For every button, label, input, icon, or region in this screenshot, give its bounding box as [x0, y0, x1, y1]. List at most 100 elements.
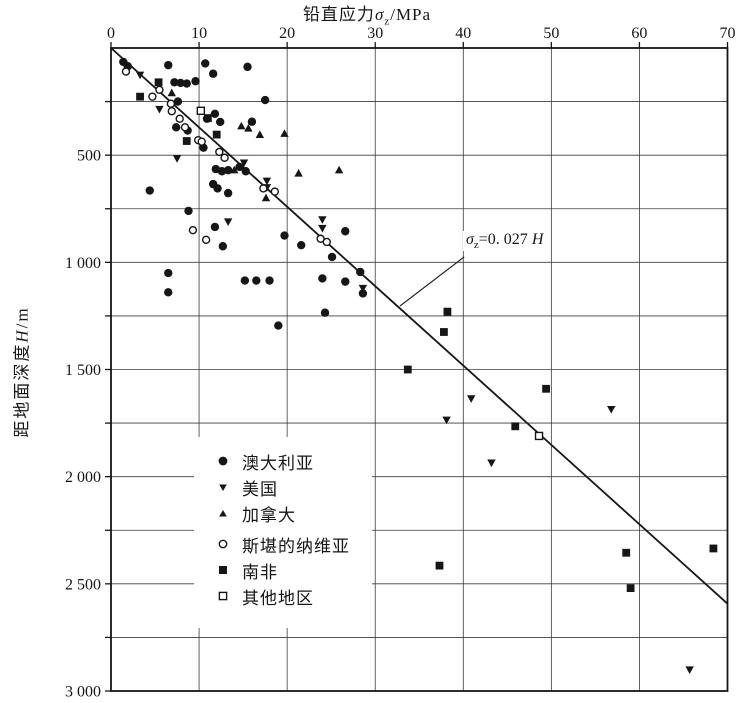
data-point-other-regions: [196, 106, 206, 115]
y-tick-label: 2 500: [65, 576, 101, 593]
data-point-australia: [341, 227, 350, 236]
data-point-south-africa: [435, 561, 444, 570]
data-point-australia: [145, 186, 154, 195]
data-point-canada: [167, 88, 176, 97]
data-point-south-africa: [626, 584, 635, 593]
equation-value: =0. 027: [478, 231, 532, 248]
data-point-scandinavia: [322, 237, 331, 247]
data-point-australia: [241, 167, 250, 176]
legend-item-canada: 加拿大: [216, 500, 372, 526]
data-point-australia: [164, 288, 173, 297]
data-point-usa: [135, 71, 145, 80]
trend-line: [110, 47, 729, 605]
filled-up-triangle-icon: [219, 510, 227, 517]
data-point-australia: [201, 59, 210, 68]
data-point-australia: [218, 242, 228, 251]
y-axis-title-unit: /m: [12, 306, 32, 329]
legend-label: 加拿大: [242, 505, 296, 525]
data-point-australia: [184, 206, 193, 216]
data-point-australia: [274, 321, 283, 330]
data-point-south-africa: [403, 365, 412, 374]
data-point-scandinavia: [188, 225, 198, 235]
data-point-scandinavia: [148, 92, 157, 101]
data-point-south-africa: [443, 307, 452, 316]
data-point-australia: [320, 308, 330, 317]
data-point-australia: [318, 274, 327, 283]
data-point-australia: [297, 240, 306, 250]
data-point-usa: [467, 395, 476, 403]
data-point-australia: [260, 95, 270, 105]
data-point-canada: [230, 165, 239, 174]
data-point-australia: [280, 231, 289, 240]
data-point-australia: [223, 165, 233, 175]
data-point-canada: [244, 123, 253, 132]
data-point-usa: [318, 224, 327, 233]
data-point-scandinavia: [180, 123, 190, 132]
data-point-australia: [213, 184, 222, 193]
data-point-usa: [223, 218, 233, 227]
data-point-australia: [210, 222, 220, 232]
data-point-australia: [176, 78, 185, 88]
data-point-canada: [255, 130, 265, 139]
data-point-australia: [164, 60, 173, 70]
legend: 澳大利亚 美国 加拿大 斯堪的纳维亚 南非 其他地区: [194, 437, 372, 628]
data-point-scandinavia: [167, 107, 176, 116]
legend-item-scandinavia: 斯堪的纳维亚: [216, 531, 372, 557]
data-point-south-africa: [511, 422, 520, 431]
data-point-australia: [208, 69, 218, 78]
data-point-south-africa: [136, 92, 144, 101]
data-point-australia: [191, 77, 200, 86]
data-point-south-africa: [182, 137, 191, 145]
y-tick-label: 3 000: [65, 684, 101, 701]
legend-label: 其他地区: [242, 588, 314, 608]
data-point-australia: [341, 277, 350, 286]
data-point-australia: [240, 276, 250, 285]
data-point-australia: [243, 62, 252, 72]
data-point-south-africa: [542, 384, 550, 393]
data-point-australia: [356, 267, 365, 277]
data-point-australia: [173, 97, 183, 106]
data-point-usa: [262, 177, 272, 186]
data-point-south-africa: [709, 544, 718, 553]
x-tick-label: 60: [631, 25, 647, 42]
data-point-scandinavia: [259, 184, 268, 193]
x-axis-title-subscript: z: [384, 15, 391, 28]
data-point-canada: [261, 193, 271, 202]
y-axis-title-symbol: H: [12, 328, 32, 343]
data-point-usa: [358, 284, 368, 293]
data-point-south-africa: [622, 548, 631, 557]
x-tick-label: 40: [455, 25, 471, 42]
x-tick-label: 30: [367, 25, 383, 42]
data-point-canada: [294, 168, 303, 177]
data-point-australia: [252, 276, 261, 285]
data-point-scandinavia: [201, 235, 211, 245]
data-point-australia: [247, 117, 257, 126]
data-point-scandinavia: [270, 187, 280, 196]
equation-sigma: σ: [466, 231, 474, 248]
data-point-scandinavia: [166, 99, 176, 108]
y-tick-label: 1 000: [65, 255, 101, 272]
x-axis-title: 铅直应力σz/MPa: [262, 0, 472, 27]
data-point-scandinavia: [215, 147, 224, 157]
data-point-scandinavia: [155, 85, 164, 94]
data-point-usa: [487, 459, 496, 468]
x-tick-label: 10: [191, 25, 207, 42]
x-axis-title-unit: /MPa: [390, 5, 432, 24]
data-point-other-regions: [534, 431, 544, 441]
data-point-south-africa: [212, 130, 221, 139]
data-point-canada: [334, 165, 344, 174]
data-point-australia: [265, 276, 274, 285]
data-point-scandinavia: [220, 153, 229, 162]
data-point-australia: [223, 188, 233, 198]
x-axis-title-text: 铅直应力: [302, 5, 375, 24]
legend-item-australia: 澳大利亚: [216, 448, 372, 474]
data-point-scandinavia: [175, 114, 184, 123]
data-point-australia: [170, 78, 179, 87]
equation-variable: H: [531, 231, 544, 248]
data-point-australia: [216, 117, 225, 127]
legend-label: 斯堪的纳维亚: [242, 536, 350, 556]
legend-item-usa: 美国: [216, 474, 372, 500]
equation-subscript: z: [473, 239, 479, 252]
